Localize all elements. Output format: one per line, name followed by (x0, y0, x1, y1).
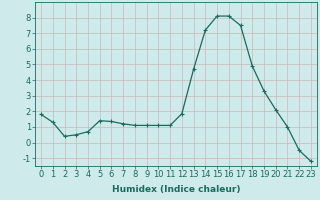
X-axis label: Humidex (Indice chaleur): Humidex (Indice chaleur) (112, 185, 240, 194)
